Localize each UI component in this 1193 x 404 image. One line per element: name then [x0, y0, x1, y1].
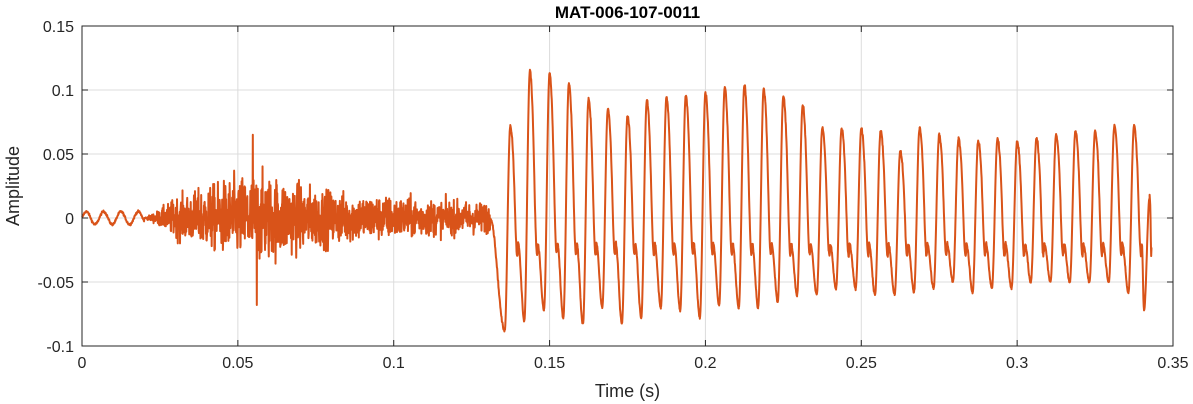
- x-tick-label: 0.2: [694, 355, 716, 372]
- x-tick-label: 0.1: [383, 355, 405, 372]
- x-tick-label: 0.35: [1157, 355, 1188, 372]
- x-tick-label: 0.25: [846, 355, 877, 372]
- x-tick-label: 0.3: [1006, 355, 1028, 372]
- x-tick-label: 0.05: [222, 355, 253, 372]
- y-tick-label: -0.05: [38, 275, 75, 292]
- axes-box: [81, 25, 1174, 347]
- y-tick-label: 0.15: [43, 19, 74, 36]
- waveform-line: [81, 68, 1153, 333]
- y-tick-label: -0.1: [46, 339, 74, 356]
- x-tick-label: 0.15: [534, 355, 565, 372]
- x-tick-label: 0: [78, 355, 87, 372]
- ticks: 0 0.05 0.1 0.15 0.2 0.25 0.3 0.35 -0.1 -0.05 0 0.05…: [38, 19, 1189, 372]
- waveform-series: [81, 68, 1153, 333]
- x-axis-label: Time (s): [595, 381, 660, 401]
- y-tick-label: 0.05: [43, 147, 74, 164]
- y-axis-label: Amplitude: [3, 146, 23, 226]
- chart-title: MAT-006-107-0011: [555, 3, 700, 22]
- y-tick-label: 0: [65, 211, 74, 228]
- y-tick-label: 0.1: [52, 83, 74, 100]
